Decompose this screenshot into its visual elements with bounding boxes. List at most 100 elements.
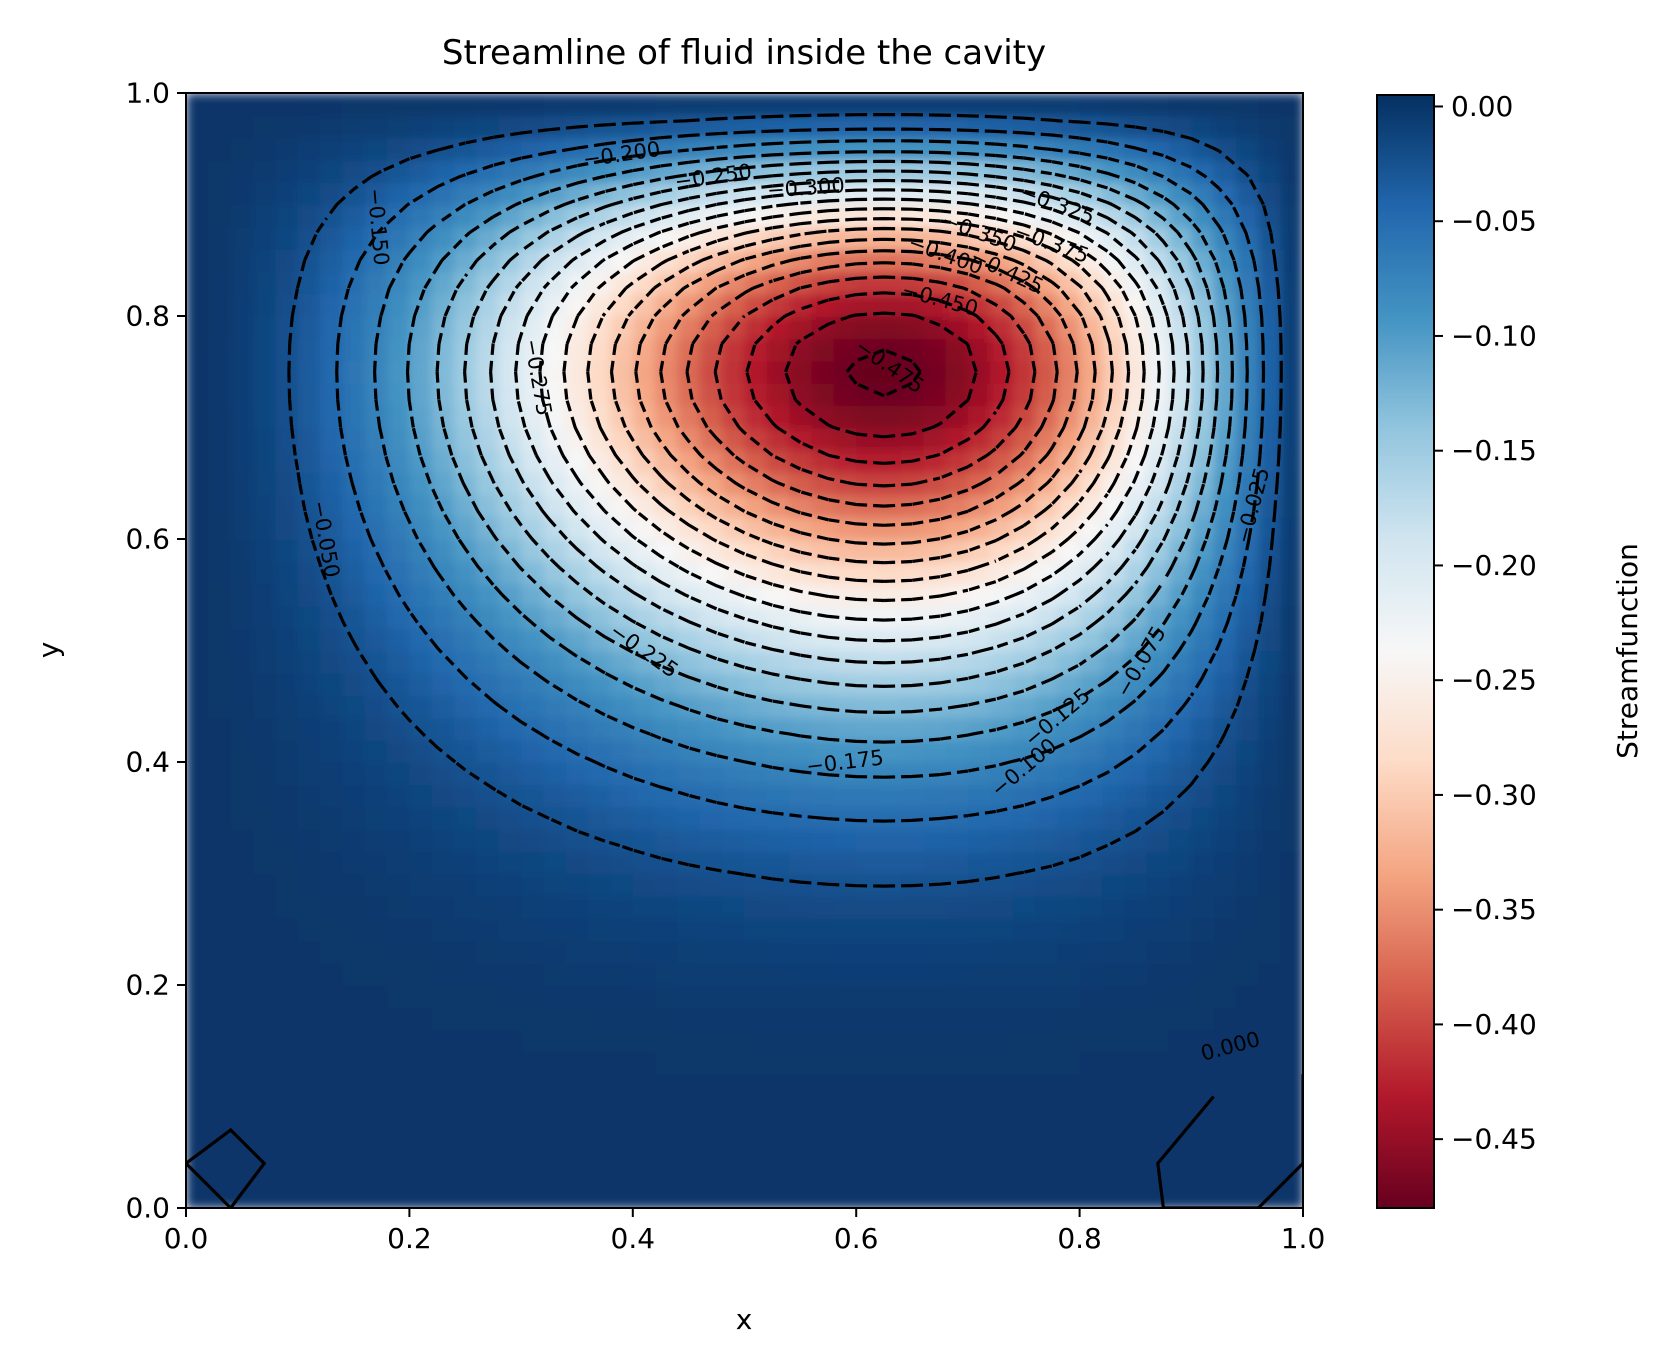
contour-fill-cell <box>230 115 254 139</box>
contour-fill-cell <box>387 605 411 629</box>
contour-fill-cell <box>833 539 857 563</box>
contour-fill-cell <box>297 895 321 919</box>
contour-fill-cell <box>387 137 411 161</box>
contour-fill-cell <box>610 494 634 518</box>
contour-fill-cell <box>1012 806 1036 830</box>
contour-fill-cell <box>1258 1007 1282 1031</box>
contour-fill-cell <box>856 873 880 897</box>
contour-fill-cell <box>744 1096 768 1120</box>
contour-fill-cell <box>655 851 679 875</box>
contour-fill-cell <box>967 382 992 406</box>
contour-fill-cell <box>856 338 880 362</box>
contour-fill-cell <box>431 1096 455 1120</box>
contour-fill-cell <box>565 717 589 741</box>
contour-fill-cell <box>990 1029 1014 1053</box>
contour-fill-cell <box>677 159 701 183</box>
contour-fill-cell <box>1012 1051 1036 1075</box>
x-tick-label: 1.0 <box>1281 1222 1326 1255</box>
contour-fill-cell <box>342 226 366 250</box>
contour-fill-cell <box>297 583 321 607</box>
contour-fill-cell <box>878 695 902 719</box>
contour-fill-cell <box>945 985 969 1009</box>
contour-fill-cell <box>990 338 1014 362</box>
contour-line <box>435 159 1220 714</box>
contour-fill-cell <box>655 561 679 585</box>
contour-fill-cell <box>655 873 679 897</box>
contour-fill-cell <box>364 494 388 518</box>
contour-fill-cell <box>945 115 969 139</box>
contour-fill-cell <box>1280 828 1303 852</box>
contour-fill-cell <box>1057 940 1081 964</box>
contour-fill-cell <box>342 561 366 585</box>
contour-fill-cell <box>186 806 210 830</box>
contour-fill-cell <box>1079 516 1103 540</box>
contour-fill-cell <box>253 427 277 451</box>
contour-fill-cell <box>1057 918 1081 942</box>
contour-fill-cell <box>431 628 455 652</box>
contour-fill-cell <box>342 873 366 897</box>
contour-fill-cell <box>1168 1074 1193 1098</box>
contour-fill-cell <box>722 940 746 964</box>
contour-fill-cell <box>1168 1141 1193 1165</box>
contour-fill-cell <box>766 516 790 540</box>
contour-fill-cell <box>186 650 210 674</box>
contour-fill-cell <box>498 985 522 1009</box>
contour-fill-cell <box>923 115 947 139</box>
contour-fill-cell <box>320 828 344 852</box>
contour-fill-cell <box>387 650 411 674</box>
contour-fill-cell <box>186 695 210 719</box>
contour-fill-cell <box>454 695 478 719</box>
contour-fill-cell <box>1124 293 1148 317</box>
contour-fill-cell <box>1168 1096 1193 1120</box>
contour-fill-cell <box>431 1141 455 1165</box>
contour-fill-cell <box>789 962 813 986</box>
contour-fill-cell <box>1235 918 1260 942</box>
contour-fill-cell <box>632 1096 656 1120</box>
contour-fill-cell <box>766 1029 790 1053</box>
contour-fill-cell <box>297 762 321 786</box>
contour-fill-cell <box>320 226 344 250</box>
contour-fill-cell <box>677 851 701 875</box>
contour-fill-cell <box>900 739 925 763</box>
contour-fill-cell <box>543 1007 567 1031</box>
contour-fill-cell <box>1191 873 1215 897</box>
contour-fill-cell <box>811 962 835 986</box>
contour-fill-cell <box>1079 962 1103 986</box>
contour-fill-cell <box>878 985 902 1009</box>
contour-fill-cell <box>588 93 612 117</box>
contour-fill-cell <box>498 360 522 384</box>
contour-fill-cell <box>744 695 768 719</box>
contour-fill-cell <box>186 427 210 451</box>
contour-fill-cell <box>1101 583 1126 607</box>
contour-fill-cell <box>722 249 746 273</box>
contour-fill-cell <box>1124 1141 1148 1165</box>
plot-area: 0.000−0.025−0.050−0.075−0.100−0.125−0.15… <box>185 92 1304 1209</box>
contour-fill-cell <box>275 338 299 362</box>
contour-fill-cell <box>387 918 411 942</box>
contour-fill-cell <box>1258 271 1282 295</box>
contour-fill-cell <box>722 159 746 183</box>
contour-fill-cell <box>208 828 232 852</box>
contour-fill-cell <box>677 650 701 674</box>
contour-fill-cell <box>364 405 388 429</box>
contour-fill-cell <box>856 472 880 496</box>
contour-fill-cell <box>878 851 902 875</box>
contour-fill-cell <box>275 1163 299 1187</box>
contour-fill-cell <box>387 851 411 875</box>
contour-fill-cell <box>699 583 723 607</box>
contour-fill-cell <box>789 1118 813 1142</box>
contour-fill-cell <box>610 583 634 607</box>
contour-fill-cell <box>588 1051 612 1075</box>
contour-fill-cell <box>1280 650 1303 674</box>
contour-fill-cell <box>186 360 210 384</box>
contour-fill-cell <box>1012 828 1036 852</box>
contour-fill-cell <box>856 93 880 117</box>
contour-fill-cell <box>1258 316 1282 340</box>
contour-fill-cell <box>253 516 277 540</box>
contour-fill-cell <box>387 1118 411 1142</box>
contour-fill-cell <box>878 115 902 139</box>
contour-fill-cell <box>1168 427 1193 451</box>
contour-fill-cell <box>789 472 813 496</box>
contour-fill-cell <box>1168 672 1193 696</box>
contour-fill-cell <box>610 1074 634 1098</box>
